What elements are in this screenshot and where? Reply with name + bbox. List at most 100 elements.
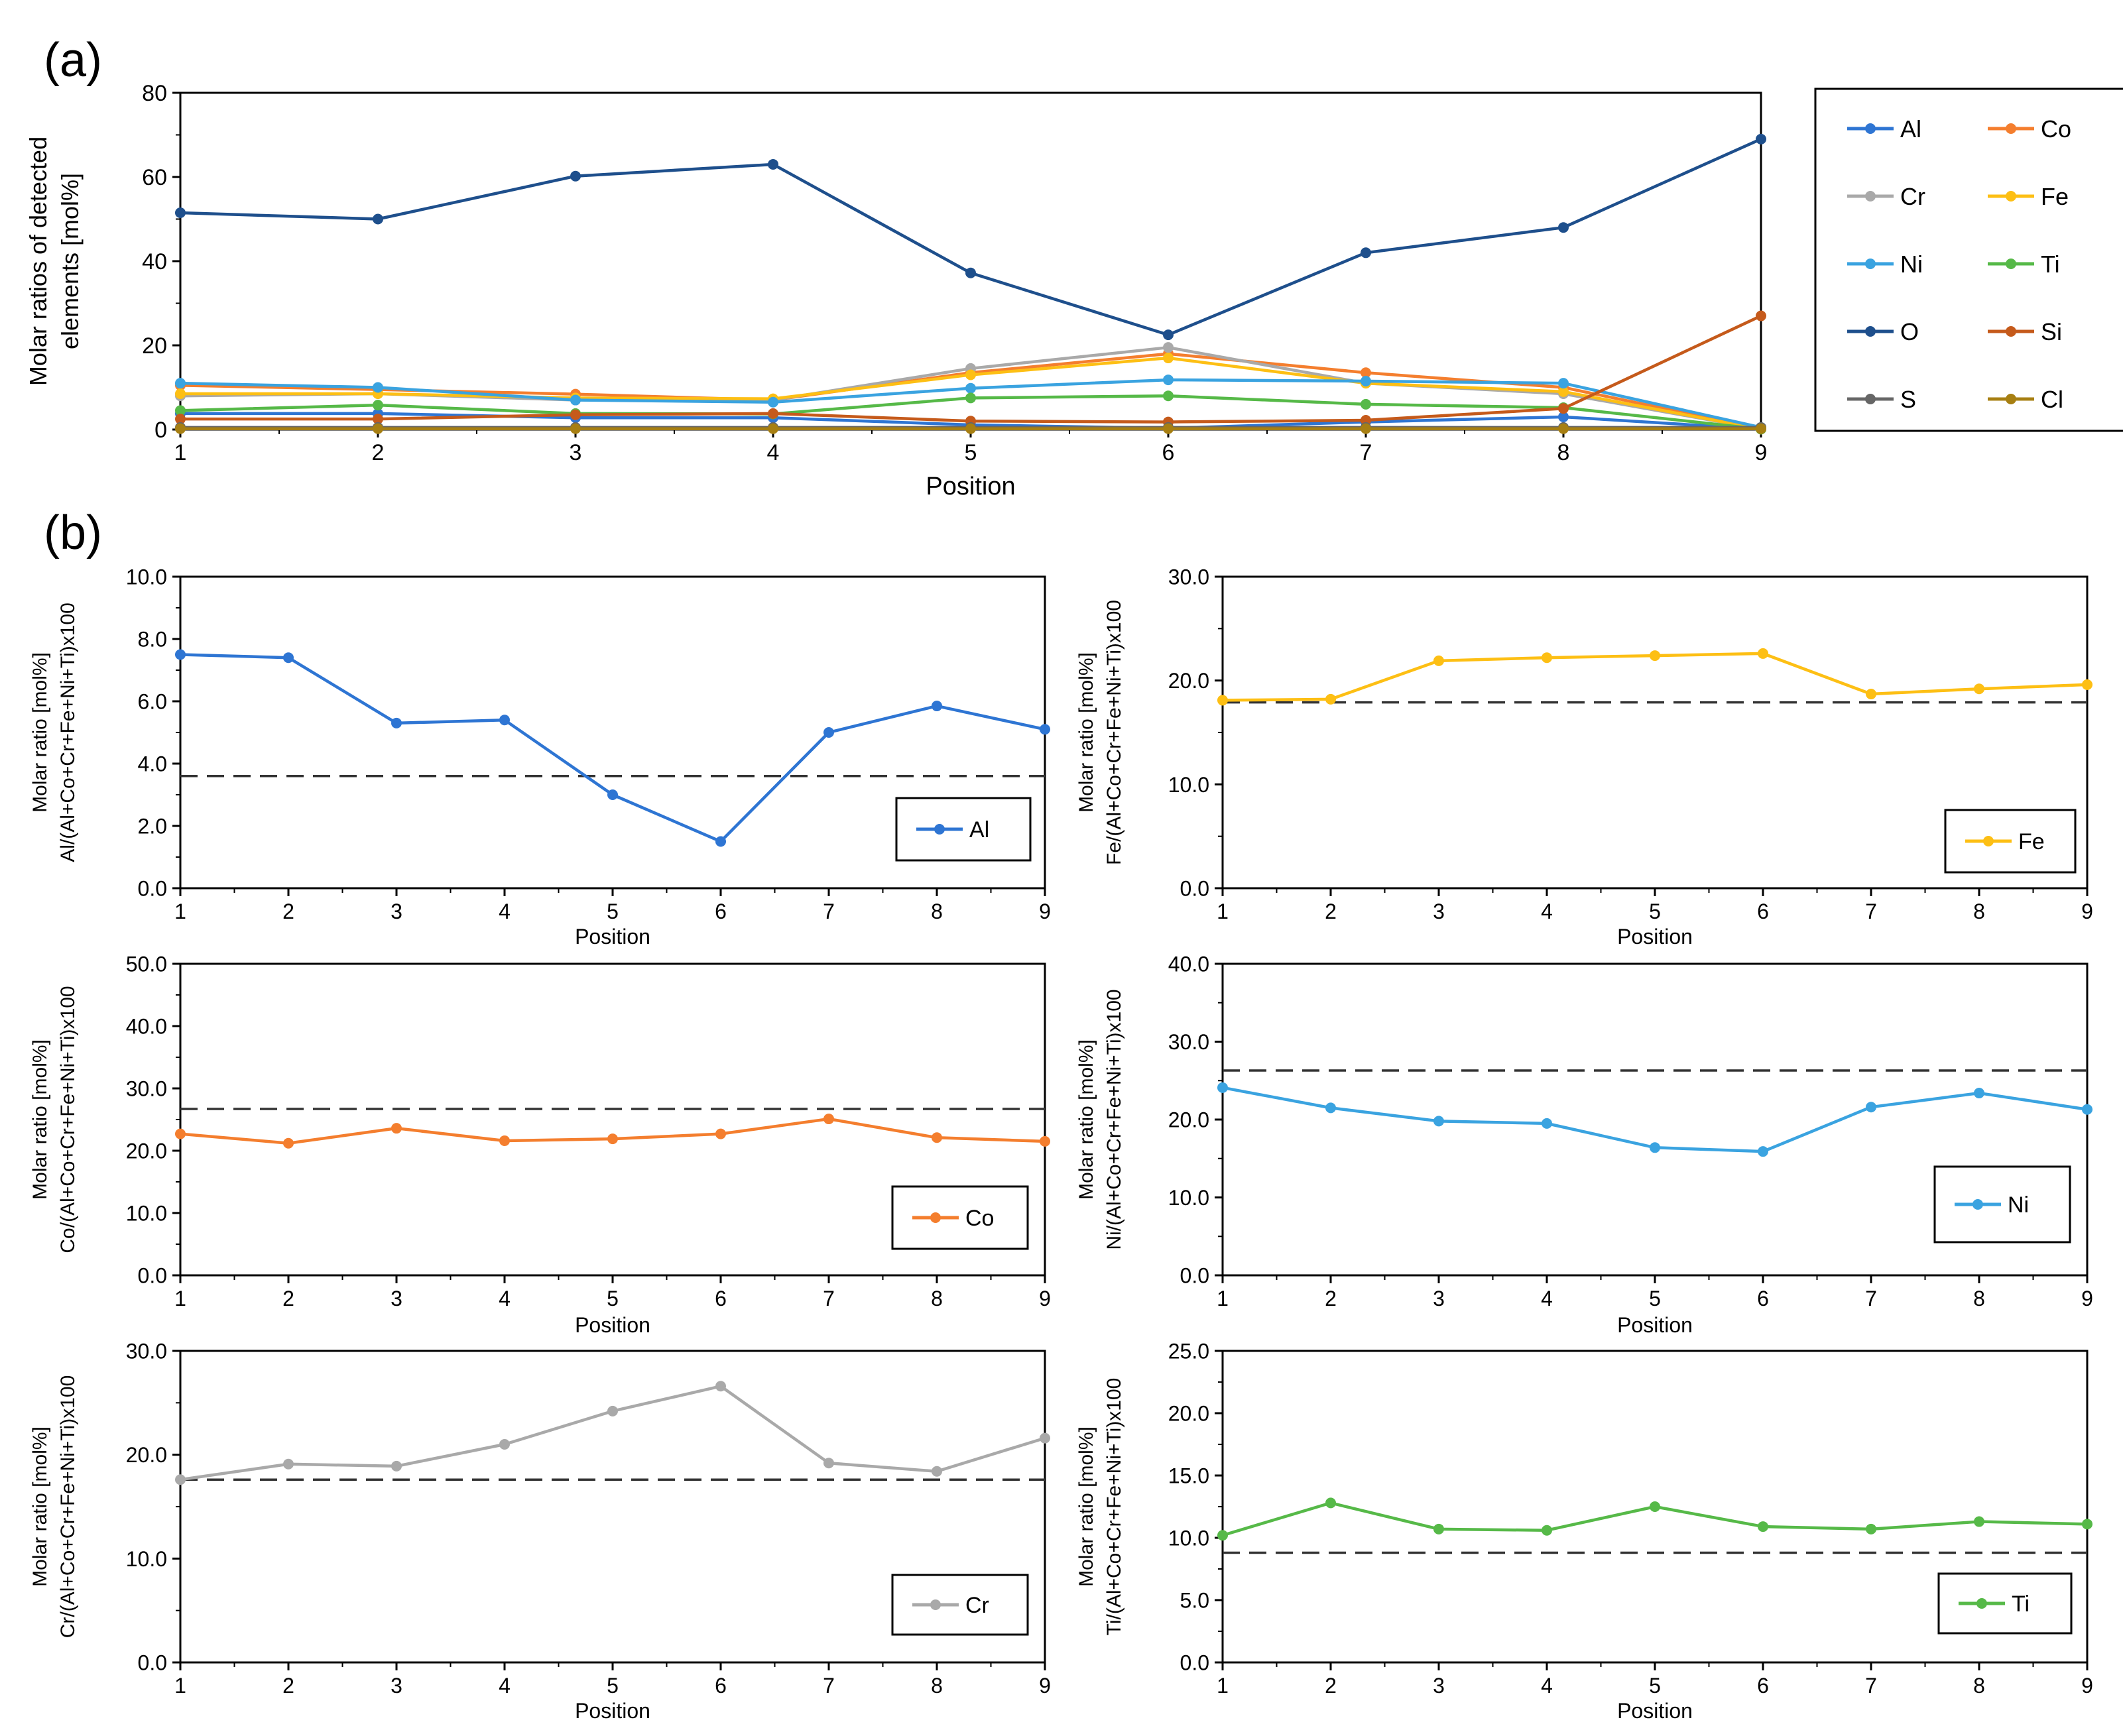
data-point-co <box>175 1128 186 1139</box>
legend-marker-cr <box>930 1599 941 1610</box>
y-tick-label: 6.0 <box>138 690 167 714</box>
legend-label-cl: Cl <box>2041 386 2063 413</box>
data-point-ni <box>965 382 976 394</box>
data-point-o <box>965 267 976 278</box>
y-tick-label: 80 <box>142 81 167 106</box>
chart-b-al: 0.0 2.0 4.0 6.0 8.0 10.0 1 2 3 4 5 6 7 8 9 Position Mola… <box>29 565 1051 949</box>
x-tick-label: 6 <box>1757 1287 1769 1310</box>
data-point-fe <box>2082 679 2093 690</box>
data-point-o <box>175 207 186 218</box>
panel-label-b: (b) <box>44 506 102 559</box>
x-tick-label: 5 <box>965 440 977 465</box>
y-tick-label: 0.0 <box>1180 1264 1209 1288</box>
x-tick-label: 8 <box>1973 899 1985 923</box>
x-tick-label: 7 <box>1360 440 1372 465</box>
y-tick-label: 20 <box>142 333 167 359</box>
data-point-ti <box>175 405 186 416</box>
legend-marker-fe <box>1983 836 1994 846</box>
y-tick-label: 10.0 <box>126 1202 167 1226</box>
y-axis-label: elements [mol%] <box>56 173 84 349</box>
y-axis-label: Cr/(Al+Co+Cr+Fe+Ni+Ti)x100 <box>57 1375 79 1639</box>
data-point-fe <box>1974 683 1984 695</box>
x-tick-label: 7 <box>1865 1674 1877 1698</box>
legend-marker-fe <box>2006 191 2016 202</box>
data-point-cl <box>1361 423 1371 434</box>
x-tick-label: 7 <box>1865 899 1877 923</box>
x-tick-label: 8 <box>1973 1674 1985 1698</box>
data-point-al <box>932 701 942 712</box>
data-point-al <box>283 652 294 664</box>
y-axis-label: Ni/(Al+Co+Cr+Fe+Ni+Ti)x100 <box>1103 989 1125 1249</box>
data-point-ti <box>373 400 383 411</box>
x-tick-label: 3 <box>1433 1287 1445 1310</box>
x-tick-label: 1 <box>1217 1287 1229 1310</box>
x-tick-label: 4 <box>1541 1287 1553 1310</box>
x-tick-label: 4 <box>499 899 511 923</box>
y-tick-label: 30.0 <box>1168 1030 1209 1054</box>
x-tick-label: 9 <box>1039 1674 1051 1698</box>
x-axis-label: Position <box>1617 1313 1693 1337</box>
data-point-al <box>823 727 834 738</box>
y-axis-label: Molar ratio [mol%] <box>1075 1426 1097 1587</box>
y-tick-label: 10.0 <box>1168 1527 1209 1550</box>
data-point-fe <box>1558 386 1569 397</box>
data-point-cl <box>1756 423 1766 434</box>
data-point-al <box>1558 411 1569 422</box>
data-point-ti <box>1650 1501 1660 1512</box>
data-point-ti <box>1542 1525 1552 1536</box>
data-point-ti <box>1866 1523 1876 1534</box>
legend-label-al: Al <box>969 817 989 842</box>
chart-b-cr: 0.0 10.0 20.0 30.0 1 2 3 4 5 6 7 8 9 Position Molar ra… <box>29 1340 1051 1723</box>
y-tick-label: 0.0 <box>1180 1651 1209 1675</box>
data-point-co <box>1361 367 1371 378</box>
data-point-cr <box>499 1439 510 1450</box>
y-tick-label: 40.0 <box>1168 953 1209 976</box>
x-tick-label: 2 <box>1325 899 1337 923</box>
x-tick-label: 5 <box>607 1674 619 1698</box>
y-tick-label: 8.0 <box>138 628 167 652</box>
data-point-fe <box>175 388 186 400</box>
data-point-ni <box>1361 375 1371 386</box>
data-point-si <box>768 408 778 419</box>
legend-label-o: O <box>1900 318 1919 345</box>
legend-label-ti: Ti <box>2041 251 2060 278</box>
data-point-fe <box>1163 353 1174 364</box>
data-point-si <box>1558 403 1569 414</box>
panel-label-a: (a) <box>44 34 102 87</box>
y-tick-label: 50.0 <box>126 953 167 976</box>
data-point-ni <box>1866 1102 1876 1113</box>
x-tick-label: 1 <box>174 440 187 465</box>
data-point-ni <box>373 382 383 393</box>
data-point-fe <box>1325 693 1336 705</box>
data-point-si <box>570 409 581 420</box>
y-tick-label: 30.0 <box>126 1077 167 1101</box>
y-tick-label: 10.0 <box>1168 773 1209 797</box>
legend-marker-al <box>934 824 945 835</box>
y-tick-label: 10.0 <box>1168 1186 1209 1210</box>
x-axis-label: Position <box>575 925 650 949</box>
x-axis-label: Position <box>575 1313 650 1337</box>
legend-marker-cr <box>1865 191 1876 202</box>
data-point-cr <box>607 1405 618 1417</box>
x-tick-label: 2 <box>372 440 385 465</box>
y-tick-label: 15.0 <box>1168 1464 1209 1488</box>
chart-a-overview: 0 20 40 60 80 1 2 3 4 5 6 7 8 9 Position Molar ratios o… <box>25 81 2123 500</box>
data-point-o <box>1756 133 1766 145</box>
y-axis-label: Co/(Al+Co+Cr+Fe+Ni+Ti)x100 <box>57 986 79 1253</box>
x-axis-label: Position <box>575 1699 650 1723</box>
y-tick-label: 20.0 <box>126 1443 167 1467</box>
data-point-o <box>373 213 383 225</box>
data-point-co <box>932 1132 942 1143</box>
data-point-si <box>373 414 383 425</box>
data-point-co <box>823 1114 834 1125</box>
data-point-o <box>768 158 778 170</box>
x-tick-label: 3 <box>391 1674 402 1698</box>
legend-marker-si <box>2006 326 2016 337</box>
x-tick-label: 6 <box>715 1674 727 1698</box>
data-point-ni <box>2082 1104 2093 1115</box>
x-tick-label: 1 <box>1217 1674 1229 1698</box>
legend-label-ni: Ni <box>2008 1192 2029 1218</box>
data-point-ti <box>1758 1521 1768 1533</box>
data-point-al <box>391 717 402 728</box>
data-point-cl <box>570 423 581 434</box>
